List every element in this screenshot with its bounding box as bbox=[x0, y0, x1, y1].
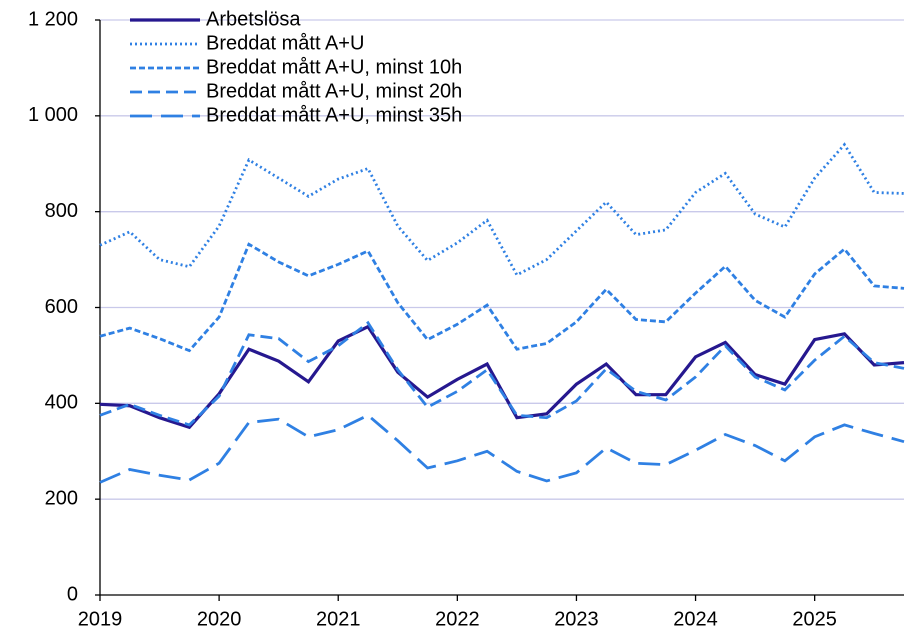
y-tick-label: 400 bbox=[45, 392, 78, 414]
legend-label: Breddat mått A+U bbox=[206, 32, 364, 54]
line bbox=[99, 324, 905, 430]
x-tick-label: 2021 bbox=[316, 608, 361, 630]
y-tick-label: 200 bbox=[45, 487, 78, 509]
y-tick-label: 1 200 bbox=[28, 8, 78, 30]
x-tick-label: 2023 bbox=[554, 608, 599, 630]
line bbox=[99, 242, 905, 353]
legend-label: Breddat mått A+U, minst 10h bbox=[206, 56, 462, 78]
y-tick-label: 600 bbox=[45, 296, 78, 318]
y-tick-label: 800 bbox=[45, 200, 78, 222]
legend-label: Breddat mått A+U, minst 35h bbox=[206, 104, 462, 126]
legend-label: Breddat mått A+U, minst 20h bbox=[206, 80, 462, 102]
x-tick-label: 2022 bbox=[435, 608, 480, 630]
legend-label: Arbetslösa bbox=[206, 8, 301, 30]
line bbox=[99, 142, 905, 277]
x-tick-label: 2025 bbox=[792, 608, 837, 630]
x-tick-label: 2019 bbox=[78, 608, 123, 630]
line bbox=[99, 320, 905, 427]
y-tick-label: 1 000 bbox=[28, 104, 78, 126]
x-tick-label: 2020 bbox=[197, 608, 242, 630]
x-tick-label: 2024 bbox=[673, 608, 718, 630]
y-tick-label: 0 bbox=[67, 583, 78, 605]
line bbox=[99, 413, 905, 484]
